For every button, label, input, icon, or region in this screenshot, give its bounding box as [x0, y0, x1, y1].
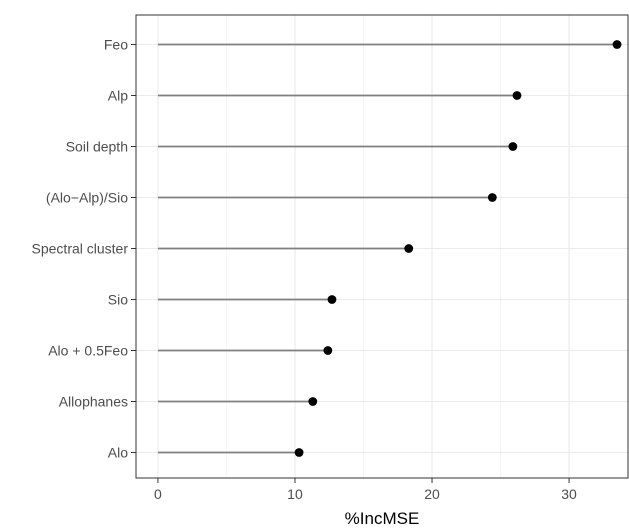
stem-layer — [157, 43, 618, 454]
y-tick-label: Spectral cluster — [32, 241, 129, 257]
y-tick-label: Alo + 0.5Feo — [48, 343, 128, 359]
axis-layer: Feo Alp Soil depth (Alo−Alp)/Sio Spectral cl… — [32, 37, 578, 503]
x-axis-title: %IncMSE — [345, 509, 420, 528]
y-tick-label: Sio — [108, 292, 128, 308]
data-point — [508, 142, 518, 151]
y-tick-label: Soil depth — [66, 139, 128, 155]
grid-layer — [136, 15, 628, 478]
data-point — [308, 397, 318, 406]
data-point — [487, 193, 497, 202]
y-tick-label: Feo — [104, 37, 128, 53]
x-tick-label: 30 — [561, 486, 577, 502]
panel-border — [135, 14, 629, 479]
data-point — [512, 91, 522, 100]
x-tick-label: 0 — [154, 486, 162, 502]
data-point — [404, 244, 414, 253]
data-point — [327, 295, 337, 304]
y-tick-label: Alp — [108, 88, 128, 104]
data-point — [294, 448, 304, 457]
data-point — [323, 346, 333, 355]
data-point — [612, 40, 622, 49]
point-layer — [294, 40, 622, 457]
y-tick-label: Allophanes — [59, 394, 128, 410]
y-tick-label: (Alo−Alp)/Sio — [46, 190, 128, 206]
x-tick-label: 20 — [424, 486, 440, 502]
x-tick-label: 10 — [287, 486, 303, 502]
y-tick-label: Alo — [108, 445, 128, 461]
